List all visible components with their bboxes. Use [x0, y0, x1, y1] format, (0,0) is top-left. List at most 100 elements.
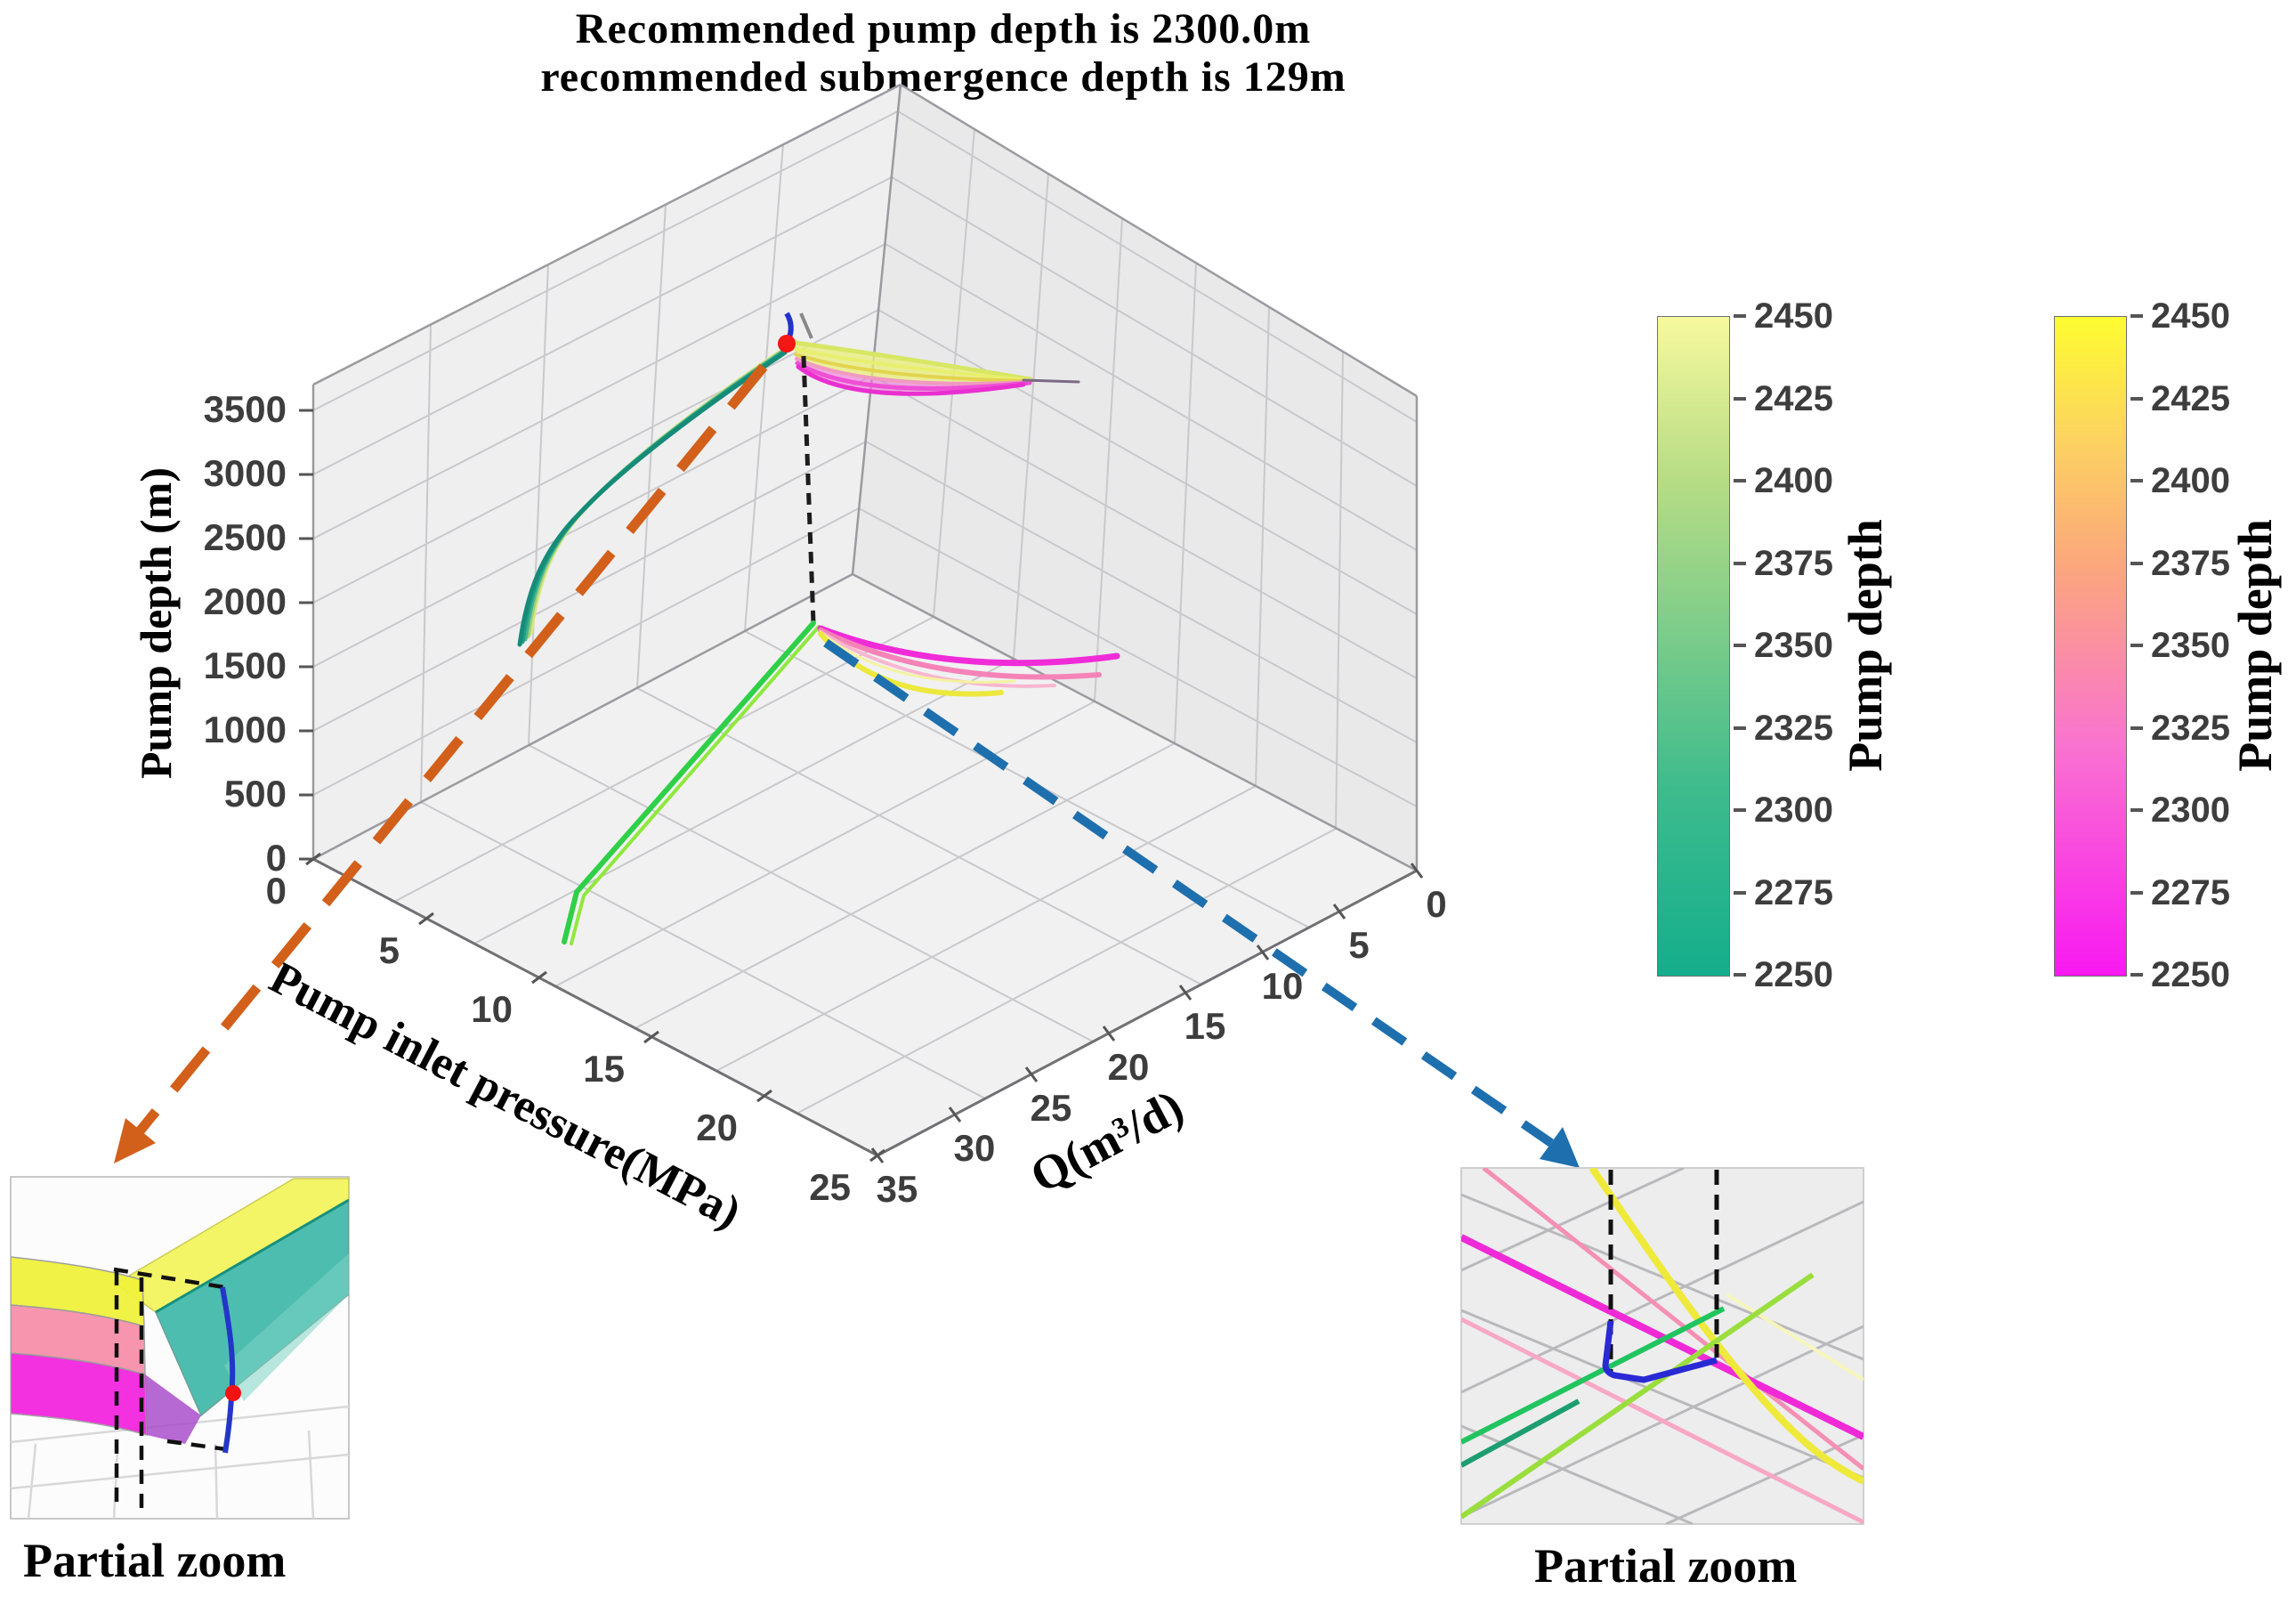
partial-zoom-right-inset [1460, 1167, 1864, 1525]
floor-curve-pink [818, 628, 1102, 680]
right-inset-dashed-lines [1608, 1170, 1719, 1373]
floor-curve-light-pink [819, 630, 1056, 688]
cbar2-title: Pump depth [2228, 519, 2282, 772]
q-tick-30: 30 [954, 1127, 996, 1169]
cbar1-title: Pump depth [1839, 519, 1892, 772]
fan-curve-6 [796, 364, 1026, 396]
peak-fan-surface [792, 340, 1080, 396]
cbar2-tick-2425: 2425 [2130, 379, 2230, 418]
right-inset-frame [1460, 1167, 1864, 1525]
z-tick-2000: 2000 [204, 580, 287, 622]
cbar1-tick-2350: 2350 [1734, 626, 1833, 665]
cbar1-tick-2250: 2250 [1734, 955, 1833, 994]
cbar2-tick-2275: 2275 [2130, 873, 2230, 912]
z-axis-ticks: 0 500 1000 1500 2000 2500 3000 3500 [204, 388, 287, 879]
p-tick-0: 0 [266, 870, 287, 912]
cbar1-tick-2400: 2400 [1734, 461, 1833, 500]
colorbar-green-yellow [1657, 316, 1730, 977]
right-inset-green-line [1461, 1306, 1726, 1445]
front-axes-edges [312, 857, 1418, 1157]
cbar2-tick-2400: 2400 [2130, 461, 2230, 500]
p-tick-15: 15 [583, 1048, 625, 1090]
right-wall-panel [853, 85, 1417, 871]
q-tick-20: 20 [1108, 1046, 1150, 1088]
z-tick-0: 0 [266, 837, 287, 879]
z-axis-tickmarks [299, 409, 313, 861]
cbar2-tick-2450: 2450 [2130, 296, 2230, 336]
figure-title-line2: recommended submergence depth is 129m [540, 53, 1346, 101]
fan-curve-4 [795, 357, 1032, 385]
cbar1-tick-2425: 2425 [1734, 379, 1833, 418]
z-tick-2500: 2500 [204, 516, 287, 558]
right-inset-pale-yellow-line [1725, 1293, 1863, 1382]
arrow-to-right-inset [823, 638, 1580, 1168]
cbar2-tick-2350: 2350 [2130, 626, 2230, 665]
left-inset-teal-highlight [224, 1253, 349, 1401]
right-wall-z-grid [858, 110, 1418, 807]
q-axis-tickmarks [870, 863, 1424, 1163]
q-tick-15: 15 [1184, 1005, 1226, 1047]
bundle-strand-2250 [517, 350, 788, 647]
cbar1-tick-2300: 2300 [1734, 790, 1833, 830]
pump-depth-curve-bundle [517, 339, 798, 647]
right-inset-light-green-line [1461, 1272, 1815, 1520]
left-inset-red-point [225, 1385, 241, 1401]
light-green-projection-line [570, 625, 821, 945]
z-tick-3500: 3500 [204, 388, 287, 430]
colorbar-magenta-yellow [2054, 316, 2127, 977]
recommended-point-marker [778, 335, 796, 353]
cbar1-tick-2375: 2375 [1734, 544, 1833, 583]
q-tick-35: 35 [877, 1168, 918, 1210]
q-tick-0: 0 [1426, 883, 1446, 925]
vertical-drop-dashed-line [801, 355, 816, 624]
cbar2-tick-2250: 2250 [2130, 955, 2230, 994]
fan-curve-1 [792, 340, 1033, 382]
q-tick-5: 5 [1348, 924, 1369, 966]
orange-dashed-line [134, 363, 768, 1136]
cbar1-tick-2325: 2325 [1734, 709, 1833, 748]
left-wall-vertical-grid [420, 143, 784, 803]
floor-panel [313, 574, 1417, 1155]
q-axis-ticks: 0 5 10 15 20 25 30 35 [877, 883, 1447, 1210]
p-tick-10: 10 [471, 988, 513, 1030]
right-inset-blue-trajectory [1602, 1320, 1718, 1383]
blue-arrowhead [1540, 1127, 1580, 1168]
left-inset-grid [11, 1405, 349, 1519]
fan-curve-2 [793, 347, 1032, 382]
left-inset-caption: Partial zoom [23, 1534, 287, 1587]
p-tick-5: 5 [379, 929, 400, 971]
cbar1-tick-2450: 2450 [1734, 296, 1833, 336]
peak-gray-mark [799, 312, 813, 339]
arrow-to-left-inset [114, 363, 768, 1163]
z-tick-3000: 3000 [204, 452, 287, 494]
p-tick-25: 25 [809, 1166, 851, 1208]
pressure-axis-tickmarks [305, 852, 885, 1163]
floor-q-grid [393, 616, 1337, 1115]
right-inset-pink-line-2 [1461, 1317, 1863, 1524]
floor-curve-magenta [817, 625, 1120, 667]
pressure-axis-ticks: 0 5 10 15 20 25 [266, 870, 851, 1208]
cbar2-tick-2325: 2325 [2130, 709, 2230, 748]
z-tick-500: 500 [224, 773, 287, 815]
z-tick-1500: 1500 [204, 644, 287, 686]
right-inset-teal-green-line [1461, 1398, 1581, 1468]
p-tick-20: 20 [696, 1107, 738, 1148]
q-tick-25: 25 [1031, 1087, 1072, 1129]
figure-title: Recommended pump depth is 2300.0m recomm… [276, 5, 1611, 101]
right-inset-caption: Partial zoom [1534, 1539, 1798, 1593]
right-inset-yellow-line [1589, 1168, 1863, 1485]
blue-dashed-line [823, 638, 1554, 1147]
plot-box [299, 83, 1424, 1163]
cbar2-tick-2375: 2375 [2130, 544, 2230, 583]
z-tick-1000: 1000 [204, 709, 287, 750]
orange-arrowhead [114, 1118, 156, 1163]
cbar2-tick-2300: 2300 [2130, 790, 2230, 830]
left-inset-teal-edge [155, 1198, 349, 1314]
z-axis-label: Pump depth (m) [131, 467, 181, 779]
fan-curve-5 [795, 361, 1032, 391]
floor-pressure-grid [420, 630, 1310, 1099]
box-edges [311, 83, 1419, 872]
left-wall-panel [313, 85, 901, 859]
